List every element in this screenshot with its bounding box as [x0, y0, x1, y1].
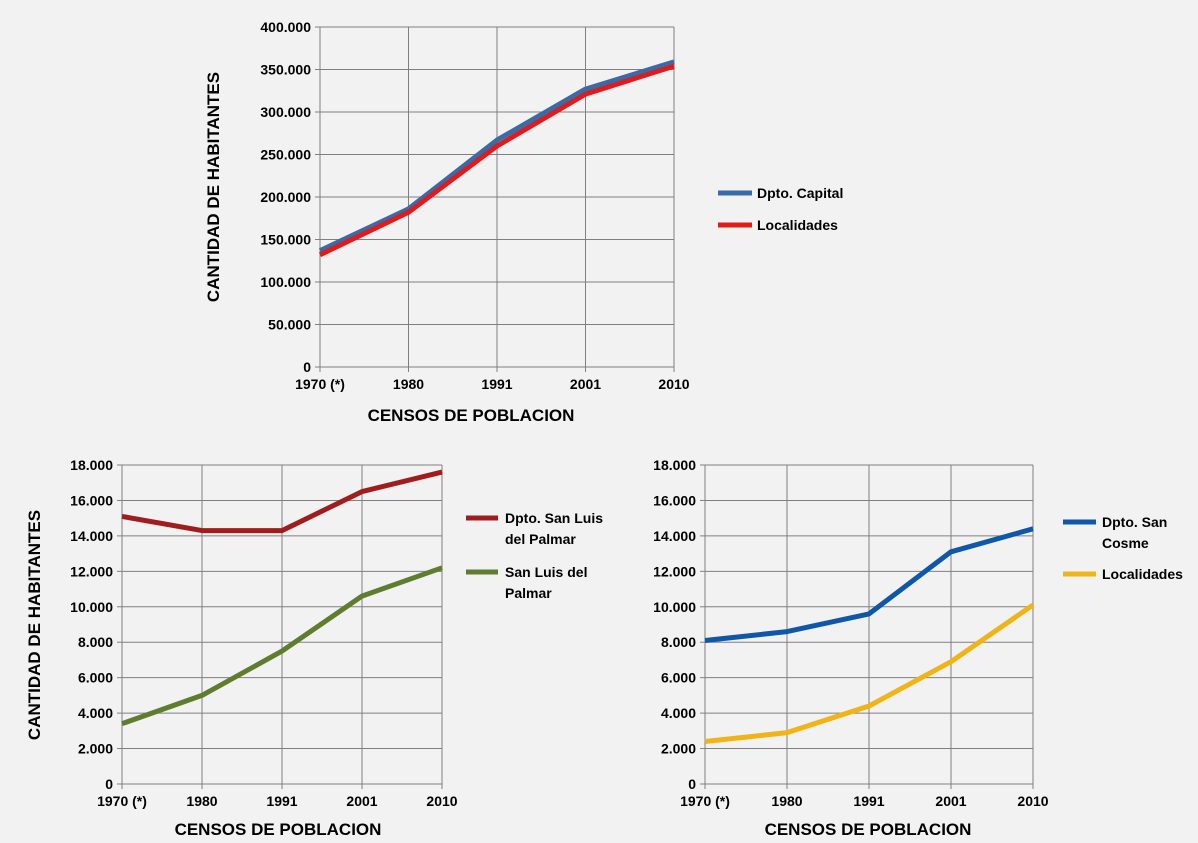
y-tick-label: 4.000 [661, 705, 696, 721]
y-tick-label: 8.000 [661, 634, 696, 650]
y-tick-label: 100.000 [260, 274, 311, 290]
x-tick-label: 1980 [771, 793, 802, 809]
x-tick-label: 2001 [346, 793, 377, 809]
x-tick-label: 1970 (*) [295, 376, 345, 392]
y-tick-label: 14.000 [653, 528, 696, 544]
y-tick-label: 0 [105, 776, 113, 792]
y-tick-label: 16.000 [70, 492, 113, 508]
y-tick-label: 10.000 [70, 599, 113, 615]
y-tick-label: 350.000 [260, 62, 311, 78]
legend-label-localidades: Localidades [757, 217, 838, 233]
legend-label-dpto-san-luis-line2: del Palmar [505, 531, 576, 547]
legend-label-dpto-san-cosme-line1: Dpto. San [1102, 514, 1167, 530]
y-tick-label: 18.000 [70, 457, 113, 473]
y-tick-label: 6.000 [78, 670, 113, 686]
y-tick-label: 0 [688, 776, 696, 792]
y-tick-label: 16.000 [653, 492, 696, 508]
chart-capital-legend: Dpto. Capital Localidades [718, 185, 843, 233]
x-tick-label: 1970 (*) [97, 793, 147, 809]
y-tick-label: 4.000 [78, 705, 113, 721]
x-tick-label: 1980 [393, 376, 424, 392]
y-tick-label: 6.000 [661, 670, 696, 686]
y-tick-label: 0 [303, 359, 311, 375]
chart-sanluis-xlabel: CENSOS DE POBLACION [175, 820, 382, 839]
x-tick-label: 1970 (*) [680, 793, 730, 809]
legend-label-localidades-cosme: Localidades [1102, 566, 1183, 582]
chart-capital-ylabel: CANTIDAD DE HABITANTES [204, 72, 223, 302]
y-tick-label: 14.000 [70, 528, 113, 544]
x-tick-label: 2001 [935, 793, 966, 809]
x-tick-label: 1991 [481, 376, 512, 392]
y-tick-label: 8.000 [78, 634, 113, 650]
legend-label-dpto-san-luis: Dpto. San Luis del Palmar [505, 510, 607, 547]
chart-sanluis-legend: Dpto. San Luis del Palmar San Luis del P… [466, 510, 607, 601]
chart-capital: 0 50.000 100.000 150.000 200.000 250.000 300.0… [260, 19, 689, 392]
chart-capital-xlabel: CENSOS DE POBLACION [368, 406, 575, 425]
chart-sancosme-legend: Dpto. San Cosme Localidades [1063, 514, 1183, 582]
y-tick-label: 200.000 [260, 189, 311, 205]
x-tick-label: 1980 [186, 793, 217, 809]
legend-label-dpto-capital: Dpto. Capital [757, 185, 843, 201]
x-tick-label: 1991 [266, 793, 297, 809]
y-tick-label: 18.000 [653, 457, 696, 473]
legend-label-san-luis-line2: Palmar [505, 585, 552, 601]
chart-sancosme: 0 2.000 4.000 6.000 8.000 10.000 12.000 14.000 1… [653, 457, 1049, 809]
x-tick-label: 2010 [426, 793, 457, 809]
legend-label-dpto-san-luis-line1: Dpto. San Luis [505, 510, 603, 526]
chart-sancosme-xlabel: CENSOS DE POBLACION [765, 820, 972, 839]
y-tick-label: 50.000 [268, 317, 311, 333]
x-tick-label: 2001 [570, 376, 601, 392]
y-tick-label: 12.000 [653, 563, 696, 579]
y-tick-label: 400.000 [260, 19, 311, 35]
x-tick-label: 2010 [658, 376, 689, 392]
legend-label-san-luis-line1: San Luis del [505, 564, 587, 580]
chart-sanluis-ylabel: CANTIDAD DE HABITANTES [25, 510, 44, 740]
y-tick-label: 150.000 [260, 232, 311, 248]
x-tick-label: 1991 [853, 793, 884, 809]
x-tick-label: 2010 [1017, 793, 1048, 809]
y-tick-label: 2.000 [78, 741, 113, 757]
y-tick-label: 2.000 [661, 741, 696, 757]
chart-sanluis: 0 2.000 4.000 6.000 8.000 10.000 12.000 14.000 1… [70, 457, 458, 809]
legend-label-san-luis: San Luis del Palmar [505, 564, 591, 601]
y-tick-label: 10.000 [653, 599, 696, 615]
legend-label-dpto-san-cosme-line2: Cosme [1102, 535, 1149, 551]
y-tick-label: 250.000 [260, 147, 311, 163]
legend-label-dpto-san-cosme: Dpto. San Cosme [1102, 514, 1171, 551]
y-tick-label: 300.000 [260, 104, 311, 120]
y-tick-label: 12.000 [70, 563, 113, 579]
